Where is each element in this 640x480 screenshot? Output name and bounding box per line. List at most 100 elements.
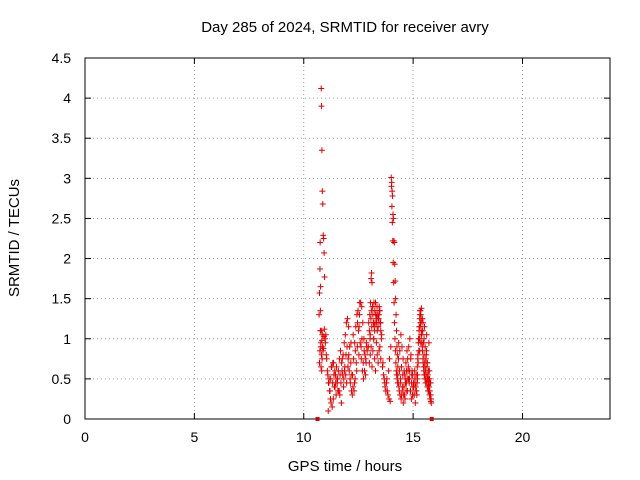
data-point xyxy=(355,351,362,358)
data-point xyxy=(371,327,378,334)
data-point xyxy=(412,379,419,386)
y-tick-label: 3.5 xyxy=(52,130,72,146)
data-point xyxy=(318,147,325,154)
y-tick-label: 2 xyxy=(63,251,71,267)
data-point xyxy=(416,347,423,354)
data-point xyxy=(389,219,396,226)
data-point xyxy=(391,299,398,306)
data-point xyxy=(382,383,389,390)
data-point xyxy=(344,363,351,370)
data-point xyxy=(369,279,375,286)
data-point xyxy=(337,347,344,354)
data-point xyxy=(367,351,374,358)
x-tick-label: 5 xyxy=(190,429,198,445)
data-point xyxy=(411,391,417,398)
data-point xyxy=(334,387,341,394)
data-point xyxy=(330,371,337,378)
data-point xyxy=(352,375,359,382)
data-point xyxy=(380,371,387,378)
data-point xyxy=(318,363,325,370)
data-point xyxy=(360,359,367,366)
data-point xyxy=(395,339,402,346)
data-point xyxy=(361,347,368,354)
data-point xyxy=(326,375,333,382)
data-point xyxy=(342,371,349,378)
y-tick-label: 1.5 xyxy=(52,291,72,307)
data-point xyxy=(355,327,362,334)
data-point xyxy=(418,331,425,338)
y-tick-label: 2.5 xyxy=(52,210,72,226)
data-point xyxy=(338,359,345,366)
data-point xyxy=(409,383,416,390)
data-point xyxy=(373,315,380,322)
data-point xyxy=(340,383,347,390)
data-point xyxy=(369,303,376,310)
x-tick-labels: 0 5 10 15 20 xyxy=(81,429,530,445)
data-point xyxy=(384,387,391,394)
data-point xyxy=(379,359,386,366)
data-point xyxy=(362,351,368,358)
data-point xyxy=(383,379,390,386)
data-point xyxy=(407,355,414,362)
data-point xyxy=(398,343,405,350)
data-point xyxy=(404,347,410,354)
data-point xyxy=(368,275,375,282)
data-point xyxy=(316,359,323,366)
data-point xyxy=(319,201,326,208)
data-point xyxy=(415,335,422,342)
data-point xyxy=(400,355,407,362)
data-point xyxy=(345,351,352,358)
data-point xyxy=(321,249,328,256)
data-point xyxy=(328,363,335,370)
data-point xyxy=(363,339,370,346)
data-point xyxy=(370,319,377,326)
data-point xyxy=(401,367,408,374)
data-point xyxy=(400,399,407,406)
data-point xyxy=(340,375,347,382)
data-point xyxy=(361,367,368,374)
x-tick-label: 15 xyxy=(405,429,421,445)
data-point xyxy=(377,355,384,362)
data-point xyxy=(426,383,433,390)
data-point xyxy=(356,323,363,330)
data-point xyxy=(406,335,413,342)
data-point xyxy=(350,355,357,362)
data-point xyxy=(386,355,393,362)
data-point xyxy=(316,311,323,318)
data-point xyxy=(354,319,361,326)
axis-marker xyxy=(315,417,320,421)
data-point xyxy=(368,343,375,350)
data-point xyxy=(377,319,384,326)
data-point xyxy=(323,355,330,362)
data-point xyxy=(411,367,418,374)
data-point xyxy=(397,379,404,386)
data-point xyxy=(344,343,351,350)
data-point xyxy=(355,307,361,314)
data-point xyxy=(353,367,360,374)
data-point xyxy=(318,337,325,344)
data-point xyxy=(319,188,326,195)
data-point xyxy=(345,323,352,330)
data-point xyxy=(412,387,419,394)
data-point xyxy=(392,359,399,366)
data-point xyxy=(367,315,374,322)
data-point xyxy=(414,351,421,358)
data-point xyxy=(316,265,323,272)
data-point xyxy=(423,331,430,338)
data-points xyxy=(316,85,435,414)
data-point xyxy=(321,274,328,281)
data-point xyxy=(329,403,336,410)
data-point xyxy=(317,307,324,314)
y-axis-title: SRMTID / TECUs xyxy=(6,179,23,297)
data-point xyxy=(368,323,375,330)
axis-ticks xyxy=(84,57,610,420)
data-point xyxy=(408,395,415,402)
data-point xyxy=(348,339,354,346)
data-point xyxy=(360,375,367,382)
data-point xyxy=(390,279,397,286)
data-point xyxy=(405,375,412,382)
grid-lines xyxy=(85,58,610,419)
data-point xyxy=(316,290,323,297)
data-point xyxy=(338,399,345,406)
data-point xyxy=(424,359,431,366)
